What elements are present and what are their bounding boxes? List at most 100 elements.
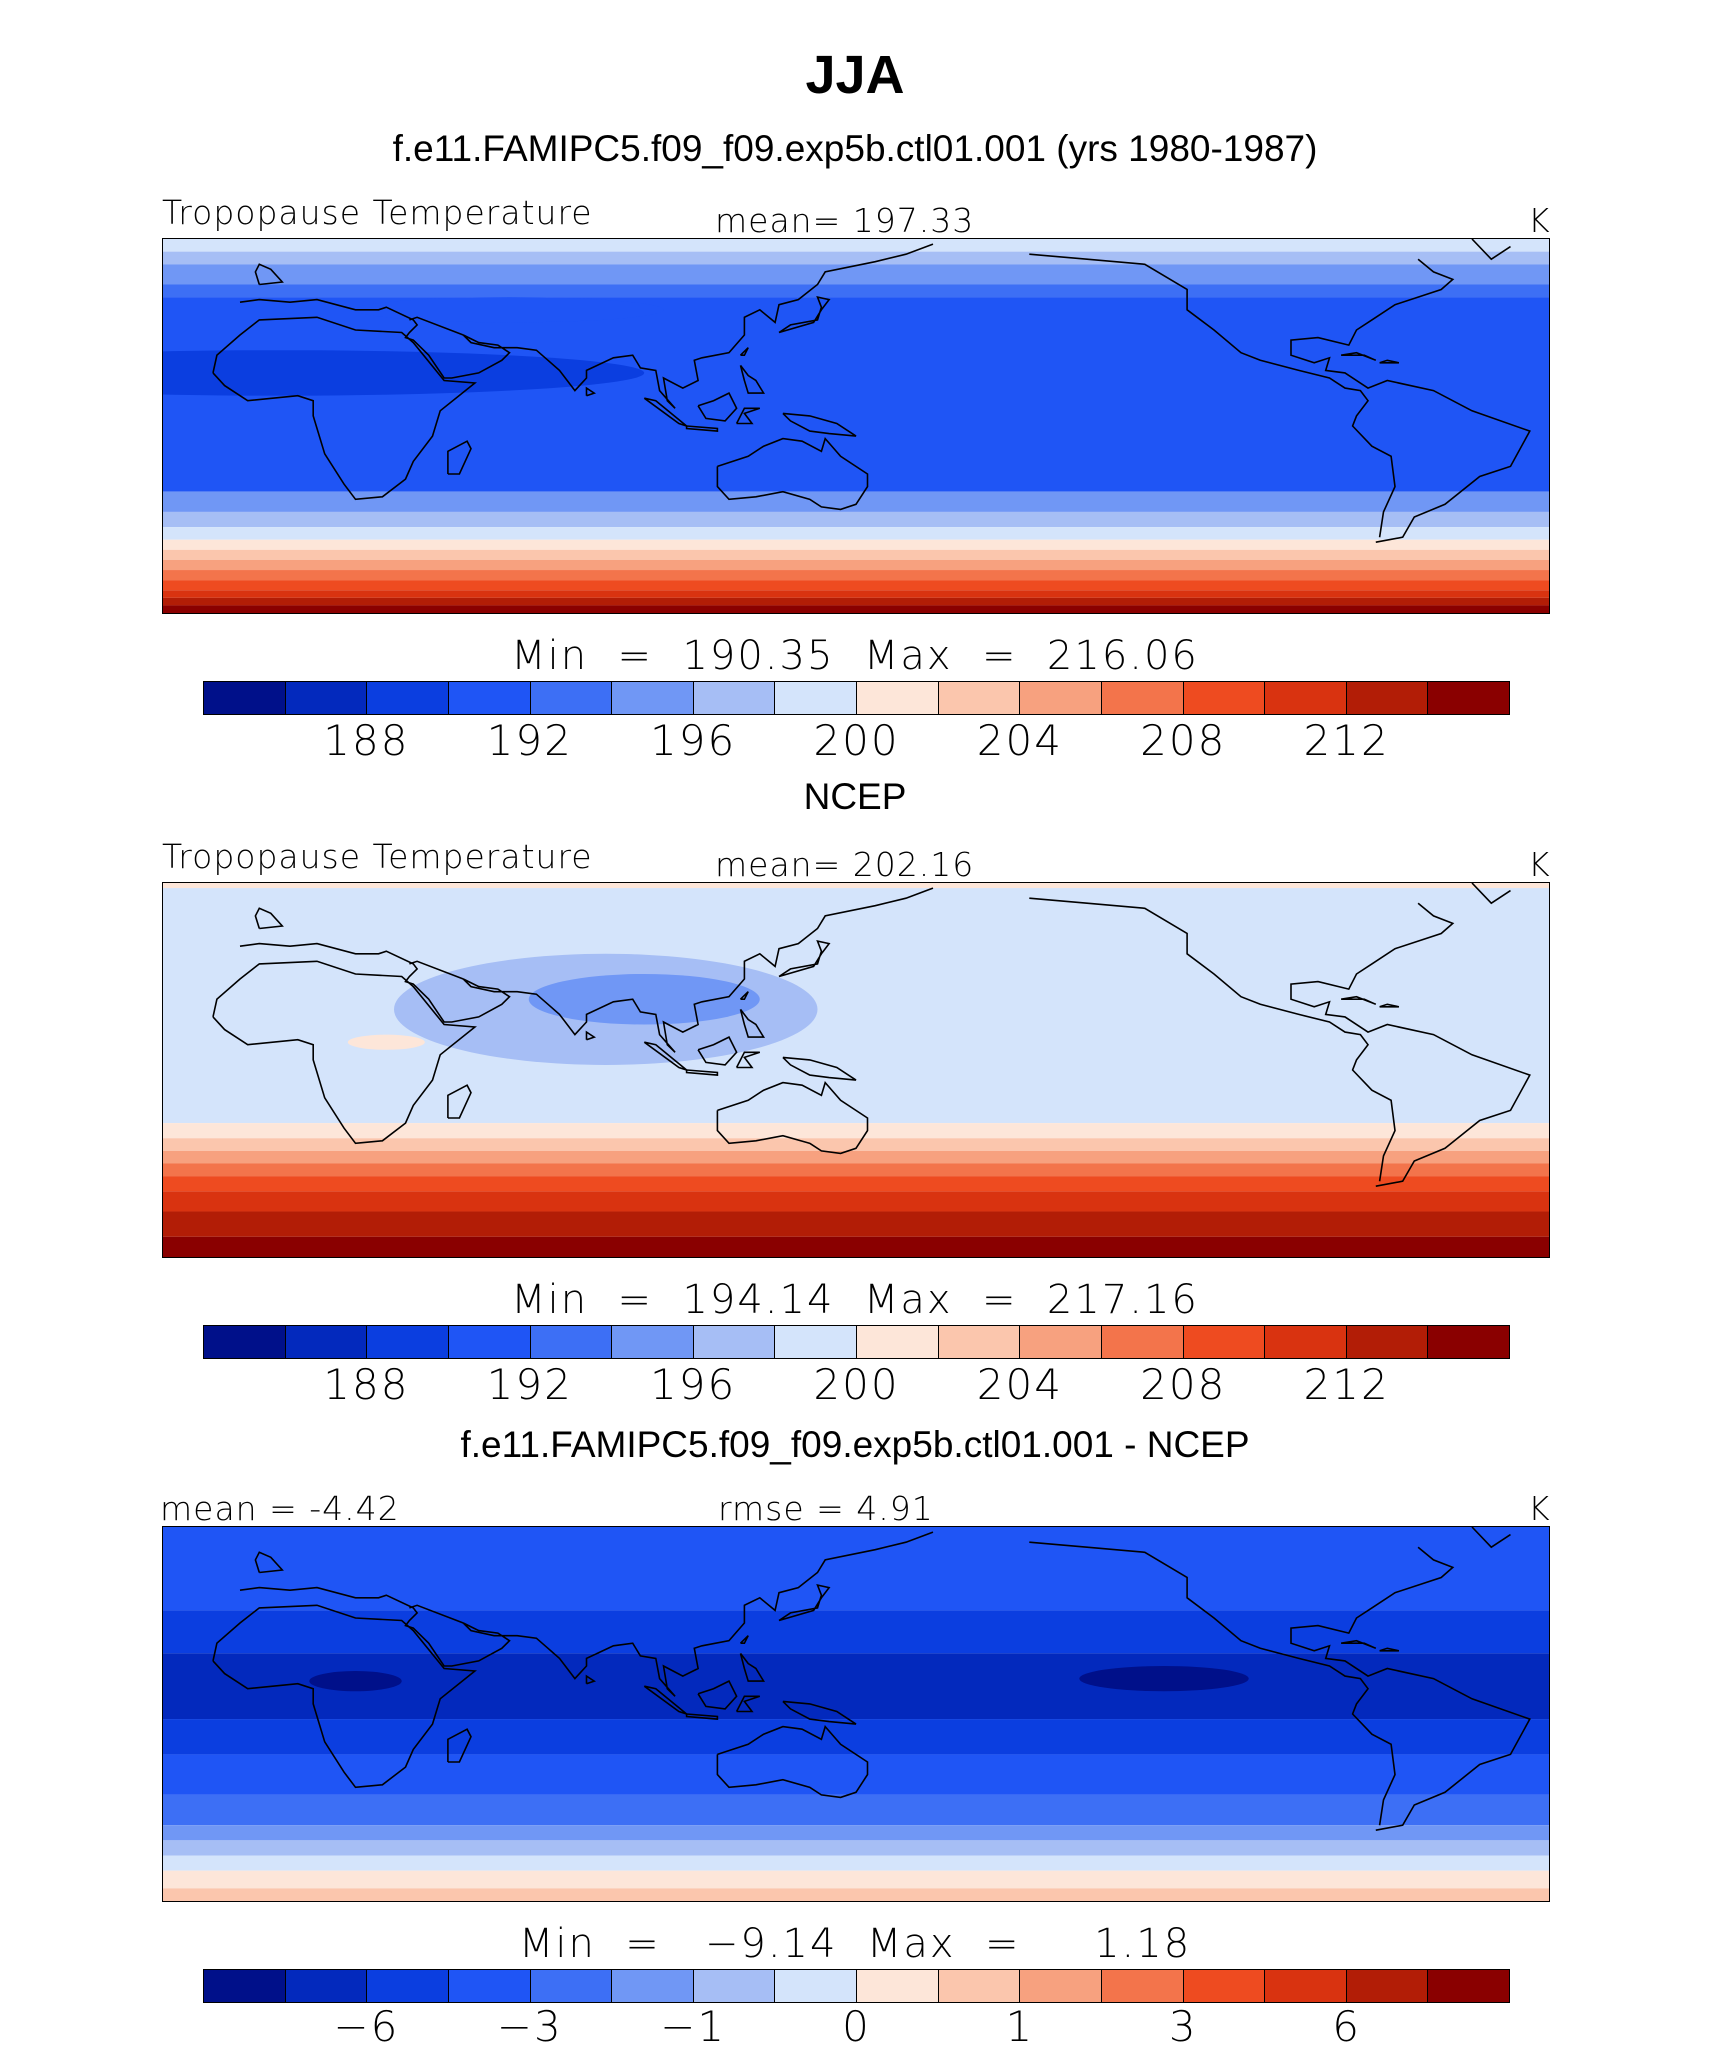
panel-3-contour-field (163, 1527, 1549, 1901)
coastline (409, 316, 464, 336)
coastline (1029, 897, 1396, 1182)
colorbar-tick-label: −3 (496, 2002, 563, 2051)
colorbar-swatch (1265, 682, 1347, 714)
panel-1-mean-label: mean= 197.33 (715, 201, 975, 240)
contour-band (163, 1610, 1549, 1654)
colorbar-tick-label: 208 (1140, 716, 1227, 765)
contour-band (163, 1840, 1549, 1856)
panel-1-colorbar-ticks: 188 192 196 200 204 208 212 (203, 716, 1510, 766)
coastline (254, 1551, 284, 1574)
contour-band (163, 1236, 1549, 1257)
contour-region (1079, 1665, 1249, 1692)
colorbar-swatch (612, 1970, 694, 2002)
contour-band (163, 883, 1549, 889)
contour-band (163, 1719, 1549, 1755)
colorbar-swatch (1101, 682, 1184, 714)
panel-2-title: NCEP (803, 776, 907, 817)
contour-band (163, 1150, 1549, 1164)
contour-region (163, 350, 645, 396)
coastline (735, 1695, 761, 1713)
coastline (1340, 995, 1377, 1006)
contour-band (163, 1176, 1549, 1192)
colorbar-tick-label: 192 (486, 716, 573, 765)
coastline (1379, 1003, 1400, 1008)
coastline (1029, 253, 1396, 538)
coastline (685, 1069, 719, 1076)
coastline (1379, 1647, 1400, 1652)
coastline (739, 991, 749, 1000)
colorbar-tick-label: 6 (1332, 2002, 1361, 2051)
contour-band (163, 1138, 1549, 1151)
colorbar-tick-label: 204 (976, 1360, 1063, 1409)
contour-band (163, 1123, 1549, 1139)
panel-1-variable-label: Tropopause Temperature (162, 193, 593, 232)
coastline (1379, 359, 1400, 364)
figure-title: JJA (805, 45, 905, 105)
coastline (212, 960, 477, 1145)
contour-band (163, 1163, 1549, 1177)
colorbar-tick-label: 196 (650, 1360, 737, 1409)
colorbar-swatch (367, 1326, 449, 1358)
contour-band (163, 605, 1549, 613)
colorbar-tick-label: 200 (813, 716, 900, 765)
panel-3-title: f.e11.FAMIPC5.f09_f09.exp5b.ctl01.001 - … (460, 1424, 1250, 1465)
colorbar-tick-label: 0 (842, 2002, 871, 2051)
colorbar-tick-label: 212 (1303, 716, 1390, 765)
colorbar-swatch (938, 1970, 1021, 2002)
colorbar-tick-label: −1 (660, 2002, 727, 2051)
coastline (697, 392, 738, 422)
colorbar-tick-label: 200 (813, 1360, 900, 1409)
colorbar-swatch (448, 1970, 531, 2002)
panel-3-rmse-label: rmse = 4.91 (718, 1489, 934, 1528)
contour-band (163, 597, 1549, 606)
colorbar-tick-label: 188 (323, 716, 410, 765)
coastline (239, 243, 934, 409)
contour-band (163, 1191, 1549, 1212)
colorbar-swatch (1020, 1970, 1102, 2002)
colorbar-swatch (285, 1970, 368, 2002)
coastline (782, 1700, 857, 1725)
coastline (739, 347, 749, 356)
panel-3-colorbar (203, 1969, 1510, 2003)
contour-region (355, 297, 664, 323)
coastline (447, 1728, 472, 1763)
contour-band (163, 1855, 1549, 1871)
colorbar-swatch (1265, 1970, 1347, 2002)
coastline (239, 887, 934, 1053)
colorbar-swatch (857, 1970, 939, 2002)
coastline (1290, 1546, 1531, 1831)
panel-2-colorbar (203, 1325, 1510, 1359)
colorbar-tick-label: 196 (650, 716, 737, 765)
panel-2-map (162, 882, 1550, 1258)
colorbar-swatch (367, 682, 449, 714)
coastline (254, 263, 284, 286)
coastline (716, 1080, 869, 1155)
panel-3-units-label: K (1528, 1489, 1551, 1528)
panel-2-variable-label: Tropopause Temperature (162, 837, 593, 876)
coastline (409, 960, 464, 980)
colorbar-tick-label: −6 (333, 2002, 400, 2051)
coastline (447, 1084, 472, 1119)
coastline (212, 316, 477, 501)
colorbar-swatch (857, 1326, 939, 1358)
contour-band (163, 1870, 1549, 1889)
panel-3-map (162, 1526, 1550, 1902)
contour-region (309, 1671, 402, 1692)
panel-1-map (162, 238, 1550, 614)
colorbar-tick-label: 212 (1303, 1360, 1390, 1409)
coastline (685, 1713, 719, 1720)
coastline (1290, 258, 1531, 543)
colorbar-swatch (857, 682, 939, 714)
contour-band (163, 1211, 1549, 1237)
contour-band (163, 1754, 1549, 1795)
colorbar-swatch (775, 682, 857, 714)
coastline (697, 1036, 738, 1066)
colorbar-swatch (1020, 682, 1102, 714)
colorbar-swatch (367, 1970, 449, 2002)
contour-band (163, 511, 1549, 528)
coastline (716, 436, 869, 511)
coastline (782, 412, 857, 437)
colorbar-swatch (938, 682, 1021, 714)
coastline (1340, 1639, 1377, 1650)
contour-band (163, 251, 1549, 265)
